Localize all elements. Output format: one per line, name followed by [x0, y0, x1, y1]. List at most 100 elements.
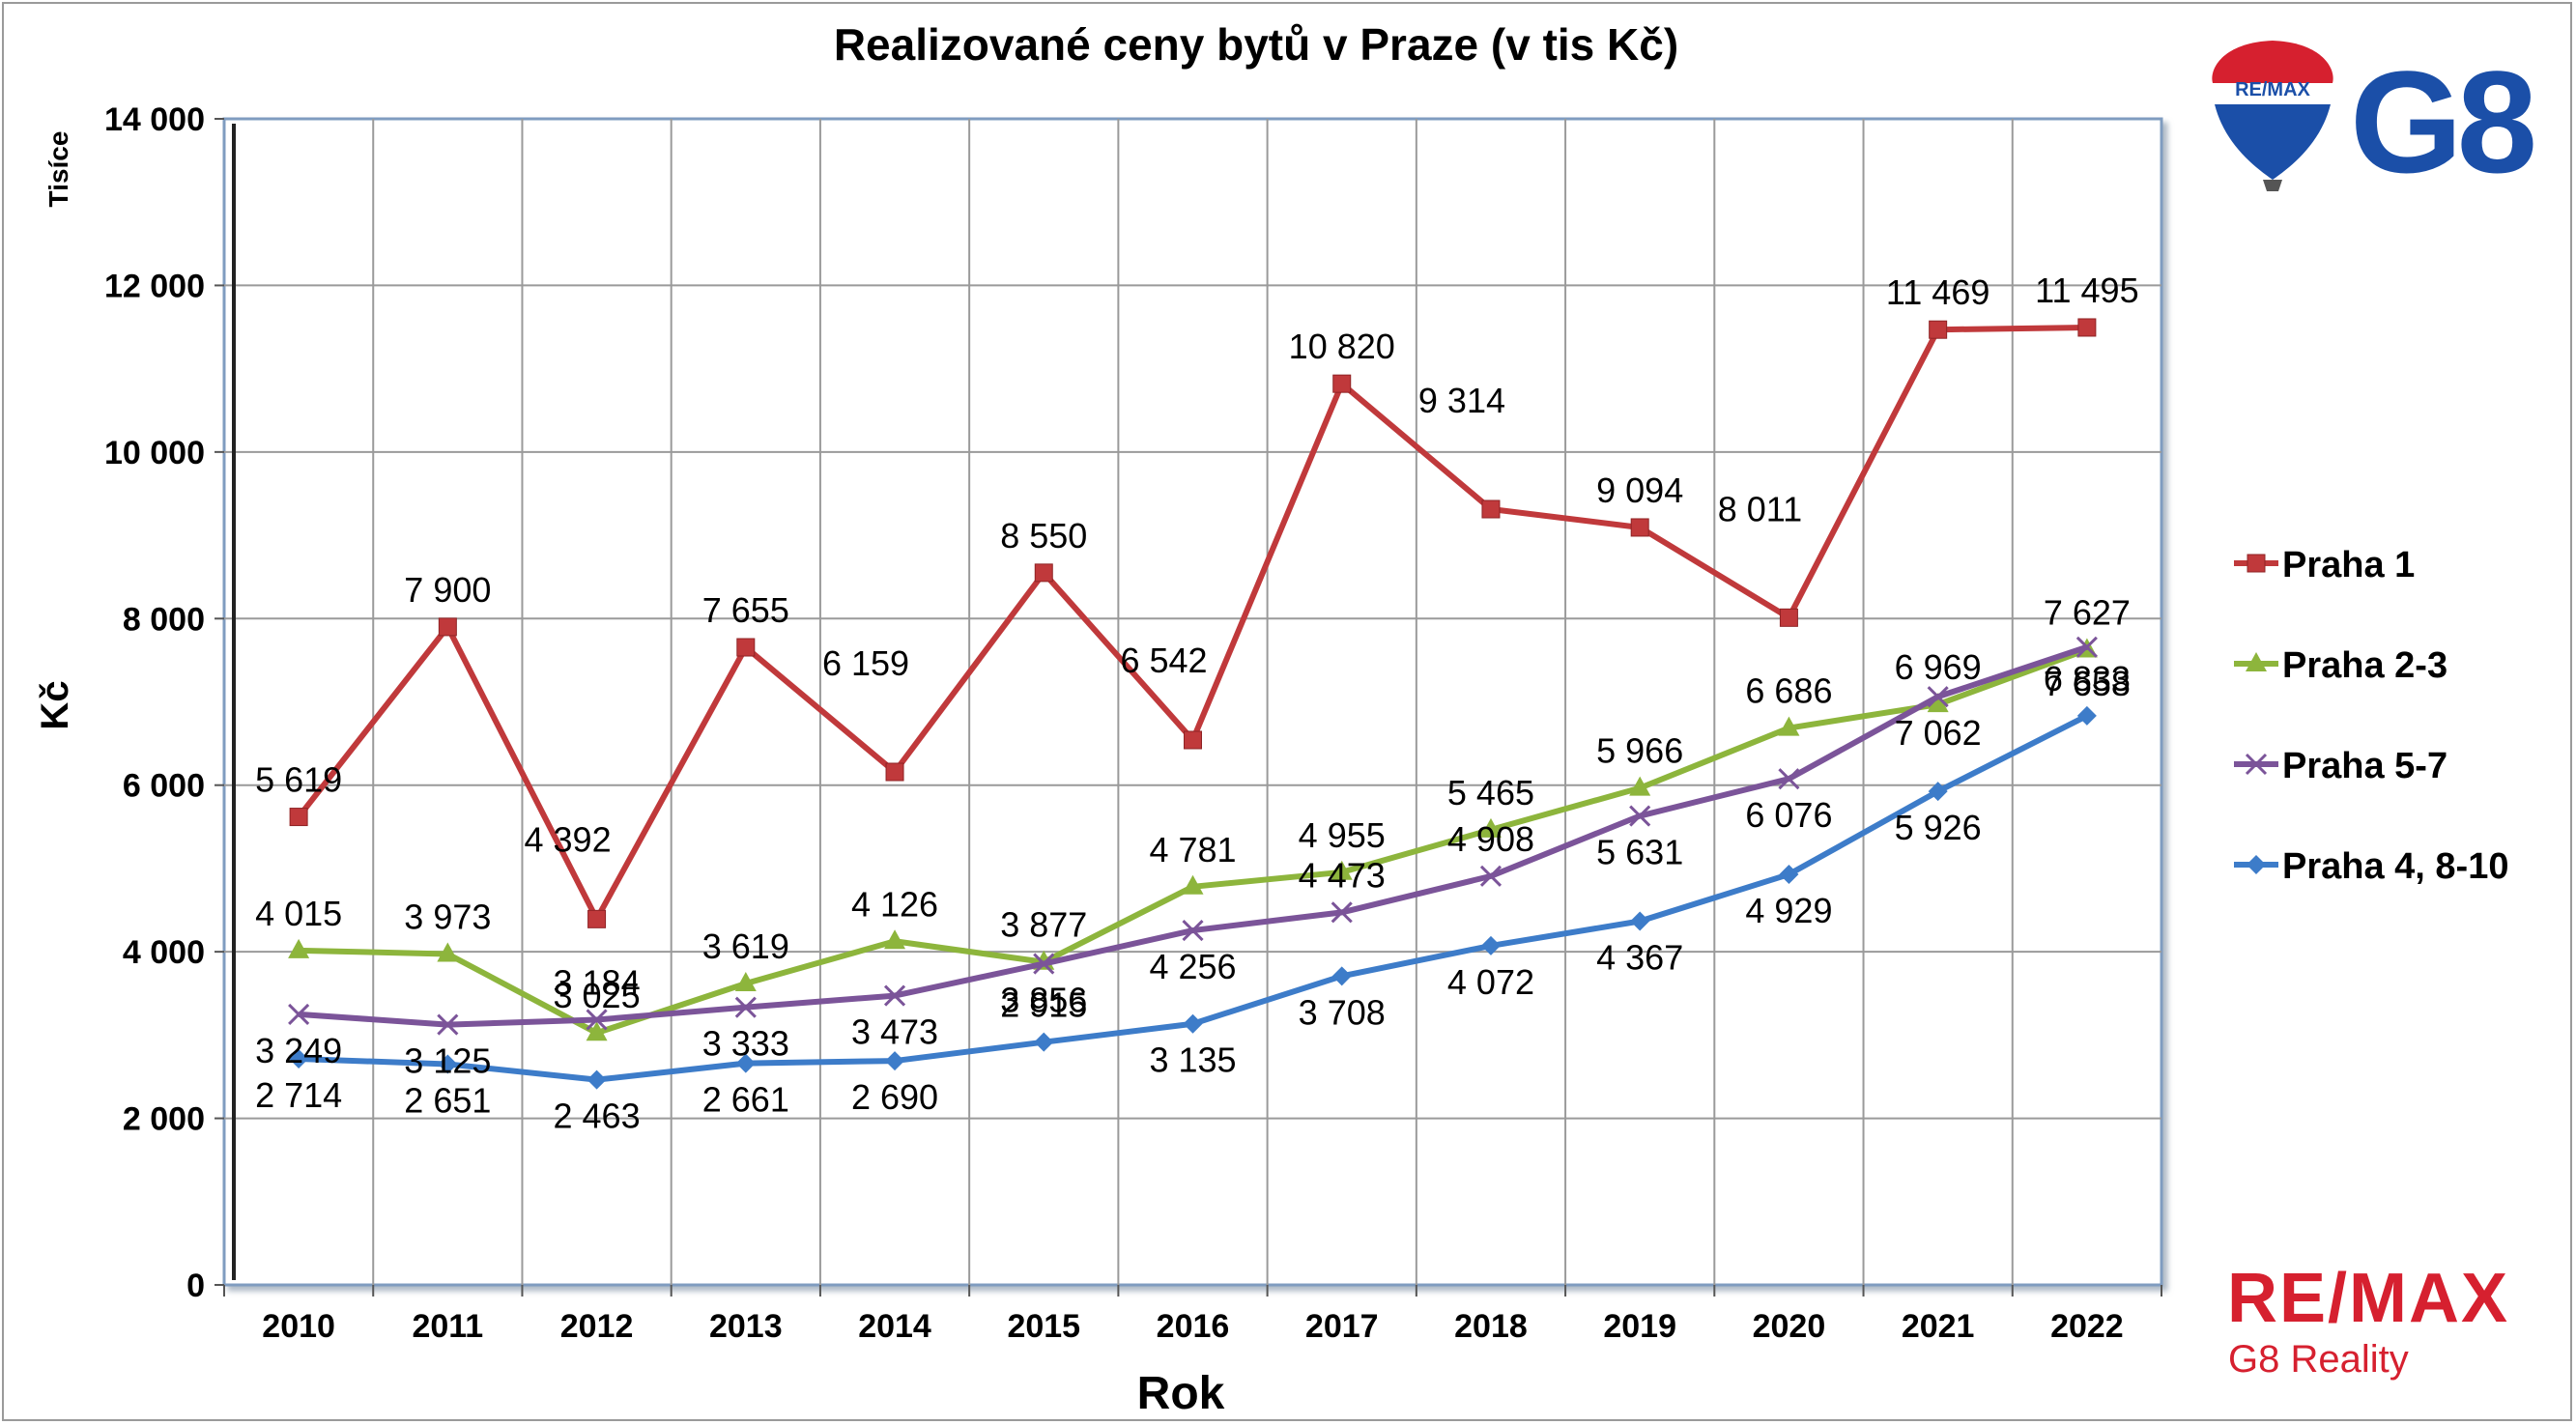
data-point [2075, 636, 2098, 658]
series-praha-1 [289, 318, 2097, 928]
x-tick-label: 2020 [1753, 1308, 1826, 1345]
legend-marker [2247, 855, 2266, 874]
data-point [1034, 563, 1053, 583]
data-label: 9 094 [1596, 470, 1683, 510]
data-label: 3 973 [404, 897, 491, 936]
data-point-stroke [1033, 953, 1055, 975]
data-point-stroke [883, 984, 906, 1007]
y-axis-title: Kč [34, 680, 76, 729]
data-labels-layer: 5 619 7 900 4 392 7 655 6 159 8 550 6 542 10 82… [255, 271, 2139, 1136]
remax-logo-text: RE/MAX [2227, 1260, 2509, 1337]
data-point [1778, 768, 1800, 790]
data-point-stroke [1927, 686, 1949, 708]
data-point [735, 1053, 756, 1073]
data-point-stroke [1182, 920, 1204, 942]
data-point [1331, 860, 1353, 880]
y-tick-label: 4 000 [123, 934, 205, 971]
data-label: 5 966 [1596, 731, 1683, 771]
data-point [1929, 320, 1948, 339]
data-point [883, 984, 906, 1007]
data-label: 8 550 [1000, 516, 1087, 556]
data-point [1183, 1013, 1203, 1034]
data-label: 3 619 [702, 926, 789, 966]
data-point [437, 1013, 459, 1036]
data-point [1182, 874, 1204, 895]
y-tick-label: 6 000 [123, 768, 205, 805]
data-point [1778, 716, 1800, 736]
legend-item: Praha 4, 8-10 [2234, 846, 2508, 887]
data-point [1928, 782, 1948, 802]
data-point [734, 996, 757, 1018]
data-point-stroke [288, 1003, 310, 1025]
data-point [288, 938, 310, 958]
data-label: 7 655 [702, 590, 789, 630]
data-label: 3 184 [554, 962, 641, 1002]
data-point [1331, 966, 1352, 986]
data-label: 4 473 [1299, 855, 1386, 895]
series-praha-5-7 [288, 636, 2098, 1036]
data-label: 2 463 [554, 1097, 641, 1136]
legend: Praha 1 Praha 2-3 Praha 5-7 Praha 4, 8-10 [2234, 545, 2508, 887]
data-point [1927, 686, 1949, 708]
legend-label: Praha 5-7 [2282, 746, 2447, 786]
series-layer [288, 318, 2098, 1090]
y-tick-label: 8 000 [123, 601, 205, 638]
data-label: 7 627 [2044, 592, 2131, 632]
data-label: 4 015 [255, 894, 342, 933]
data-point [2076, 705, 2097, 726]
data-point [1779, 608, 1798, 627]
y-tick-label: 10 000 [104, 435, 205, 471]
data-label: 4 392 [525, 819, 612, 859]
x-tick-label: 2015 [1007, 1308, 1080, 1345]
data-label: 4 929 [1745, 891, 1832, 930]
data-label: 3 877 [1000, 905, 1087, 945]
data-point-stroke [1629, 805, 1651, 827]
data-point-stroke [1778, 768, 1800, 790]
data-point [1629, 776, 1651, 796]
data-point [438, 617, 457, 637]
data-point-stroke [734, 996, 757, 1018]
plot-area [222, 117, 2163, 1287]
data-point [1479, 817, 1502, 838]
data-label: 8 011 [1718, 489, 1802, 528]
g8-logo-text: G8 [2350, 41, 2533, 203]
data-point [289, 808, 308, 827]
data-point [586, 1009, 608, 1031]
data-point [587, 909, 607, 928]
data-label: 4 781 [1149, 830, 1236, 869]
data-point-stroke [1479, 865, 1503, 887]
data-point [885, 762, 904, 782]
y-tick-label: 2 000 [123, 1101, 205, 1138]
data-label: 10 820 [1289, 327, 1395, 366]
data-label: 5 631 [1596, 833, 1683, 872]
data-label: 4 955 [1299, 815, 1386, 855]
balloon-text: RE/MAX [2235, 79, 2310, 100]
data-label: 3 708 [1299, 992, 1386, 1032]
legend-item: Praha 5-7 [2234, 746, 2447, 786]
axes-layer: 0 2 000 4 000 6 000 8 000 10 000 12 000 14 000 2… [104, 101, 2162, 1345]
x-tick-label: 2010 [262, 1308, 335, 1345]
data-point [736, 638, 756, 657]
data-label: 6 969 [1895, 647, 1982, 687]
legend-marker [2246, 652, 2267, 671]
data-point [1630, 911, 1650, 931]
data-label: 5 465 [1447, 773, 1534, 812]
data-label: 3 135 [1149, 1040, 1236, 1080]
chart-title: Realizované ceny bytů v Praze (v tis Kč) [834, 19, 1678, 70]
data-point [1332, 374, 1352, 393]
x-tick-label: 2017 [1305, 1308, 1379, 1345]
data-point [1630, 518, 1649, 537]
data-label: 9 314 [1418, 381, 1505, 420]
data-label: 3 249 [255, 1031, 342, 1070]
data-point [1479, 865, 1503, 887]
x-tick-label: 2021 [1902, 1308, 1975, 1345]
data-label: 6 076 [1745, 795, 1832, 835]
y-tick-label: 12 000 [104, 268, 205, 304]
data-label: 3 856 [1000, 981, 1087, 1020]
data-point [1033, 953, 1055, 975]
data-point [1182, 920, 1204, 942]
legend-item: Praha 1 [2234, 545, 2415, 585]
x-tick-label: 2014 [858, 1308, 931, 1345]
data-point [1034, 1032, 1054, 1052]
data-point [438, 1054, 458, 1074]
